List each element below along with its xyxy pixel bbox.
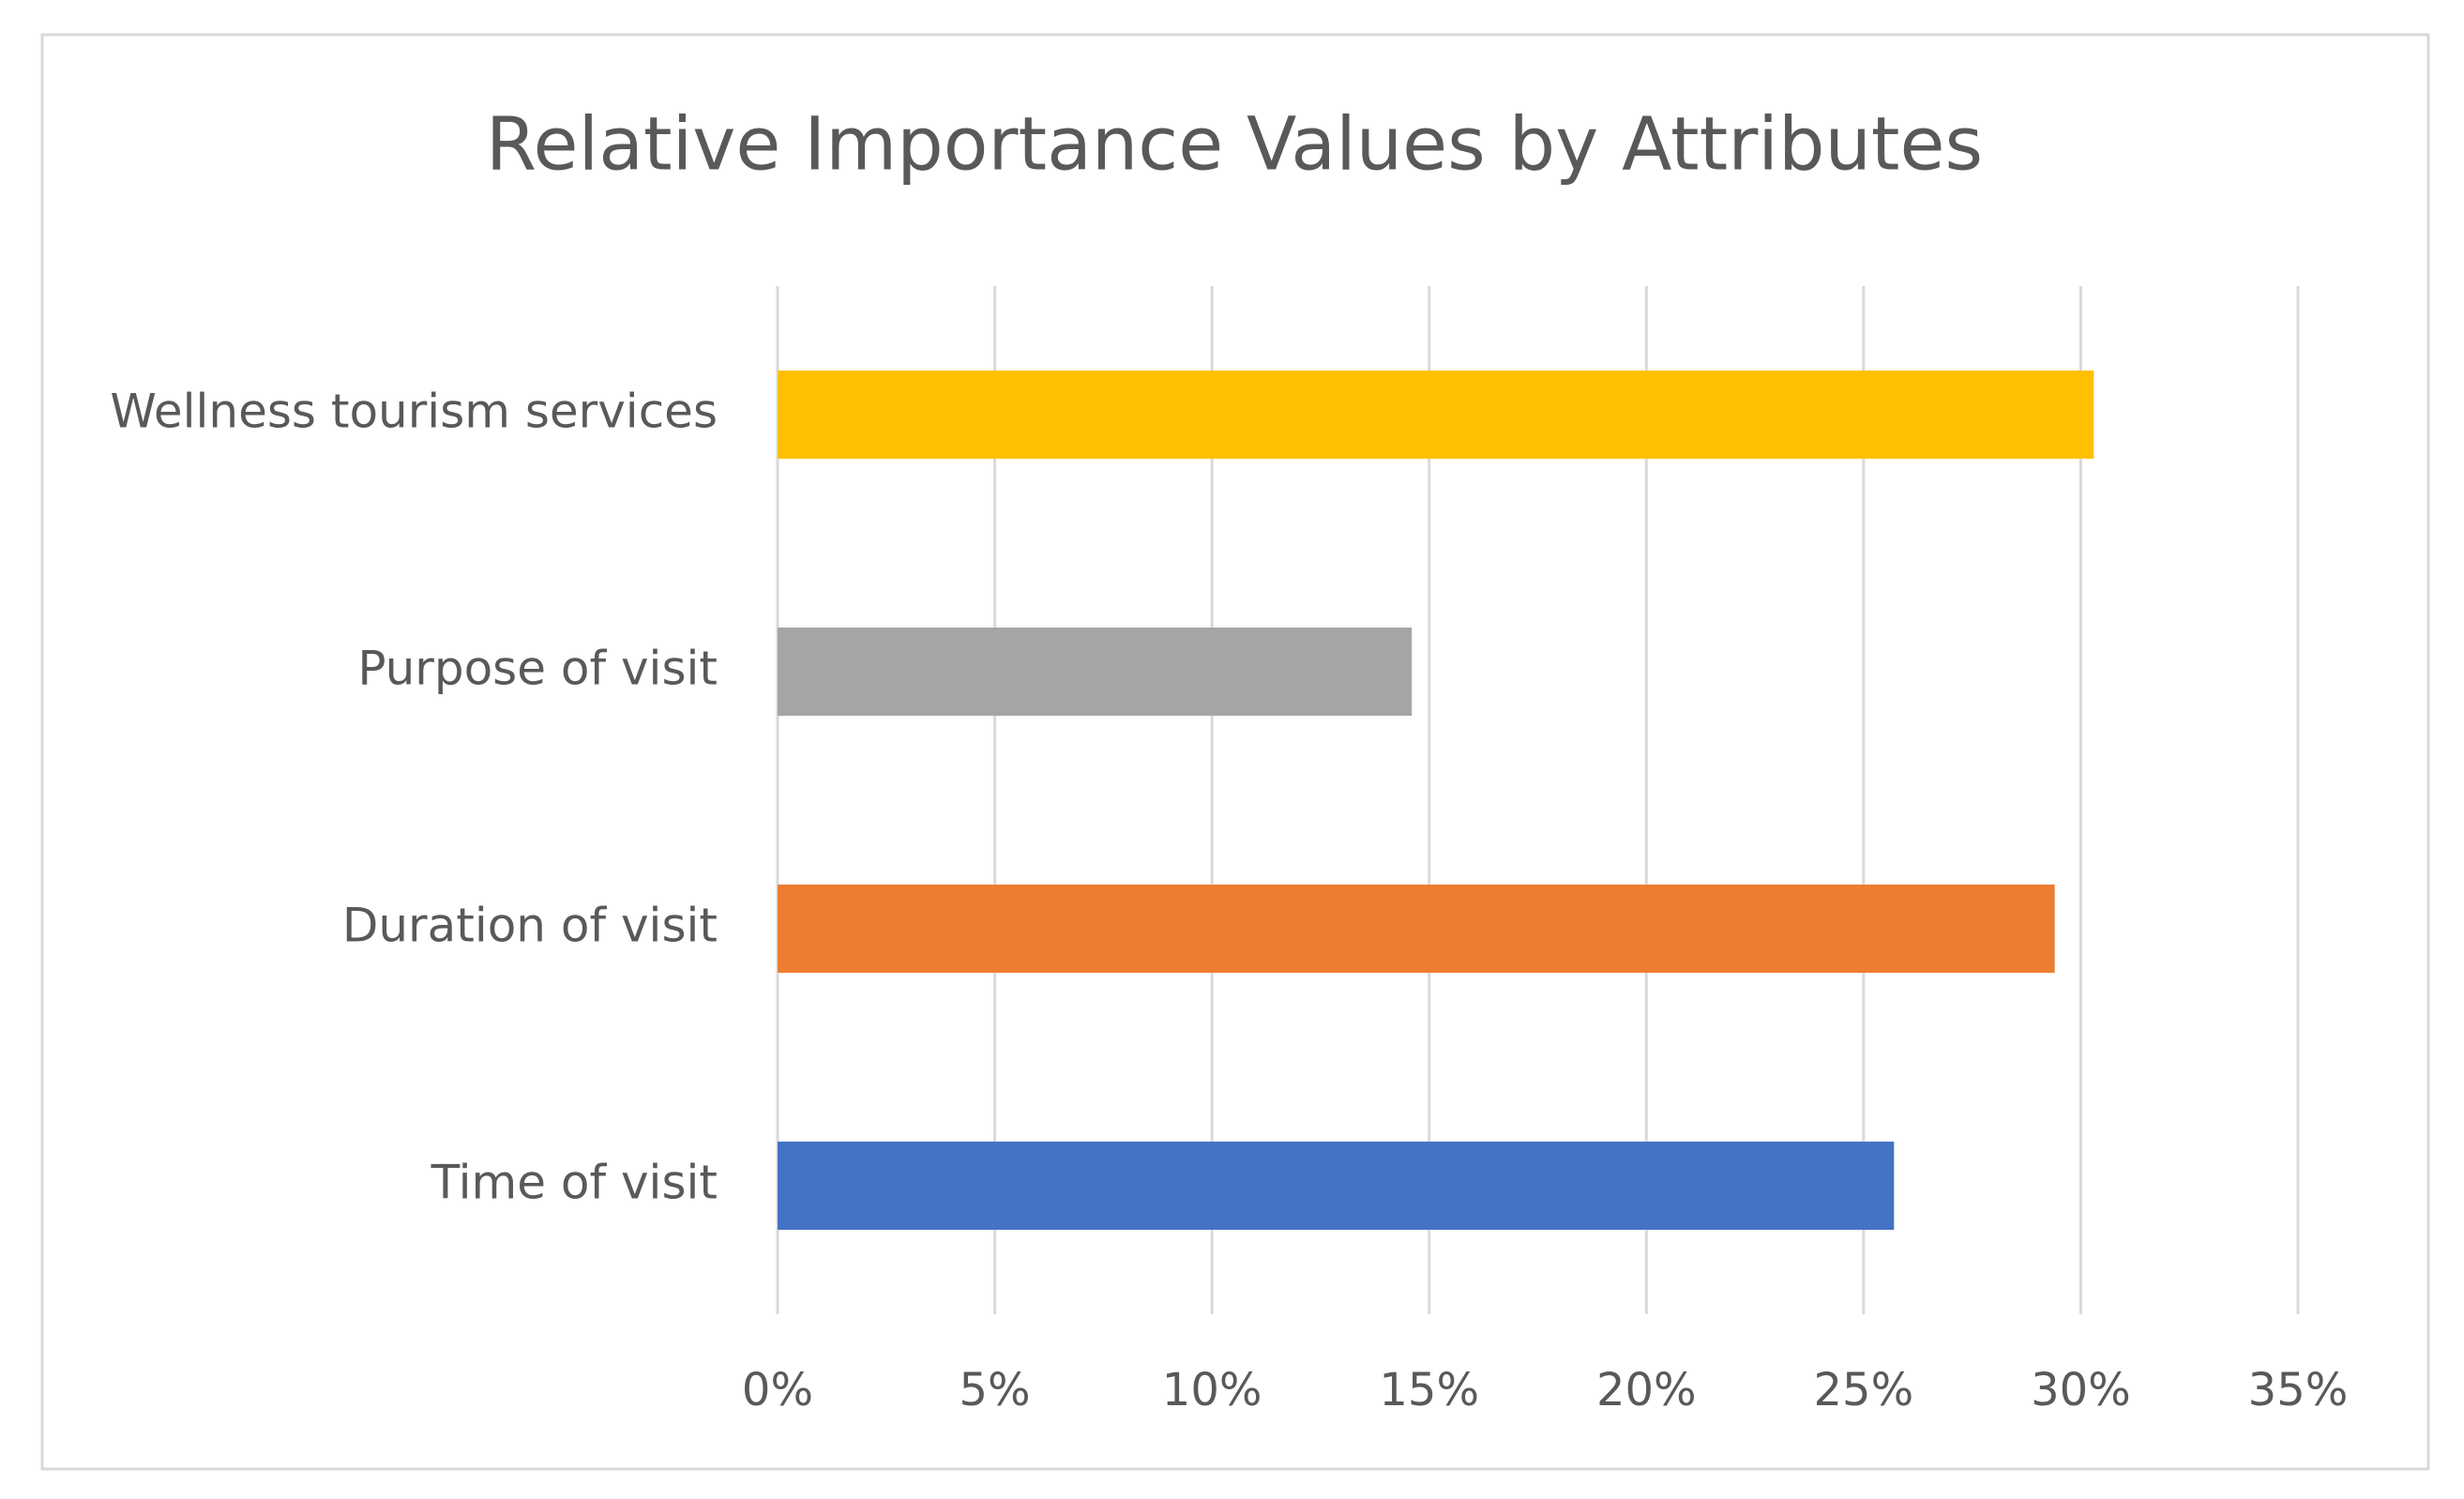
bar — [778, 371, 2094, 459]
x-tick-label: 10% — [1162, 1364, 1262, 1416]
x-tick-label: 5% — [959, 1364, 1030, 1416]
x-tick-label: 35% — [2248, 1364, 2349, 1416]
x-tick-label: 20% — [1596, 1364, 1697, 1416]
bar — [778, 1142, 1895, 1230]
x-tick-label: 30% — [2031, 1364, 2131, 1416]
bar — [778, 885, 2055, 973]
chart-frame — [40, 33, 2430, 1471]
y-tick-label: Wellness tourism services — [110, 385, 718, 439]
y-tick-label: Purpose of visit — [357, 642, 718, 696]
y-tick-label: Duration of visit — [342, 899, 718, 953]
chart-title: Relative Importance Values by Attributes — [486, 102, 1983, 187]
bar — [778, 628, 1413, 716]
x-tick-label: 0% — [742, 1364, 813, 1416]
x-tick-label: 15% — [1379, 1364, 1479, 1416]
x-tick-label: 25% — [1814, 1364, 1914, 1416]
y-tick-label: Time of visit — [431, 1156, 718, 1210]
